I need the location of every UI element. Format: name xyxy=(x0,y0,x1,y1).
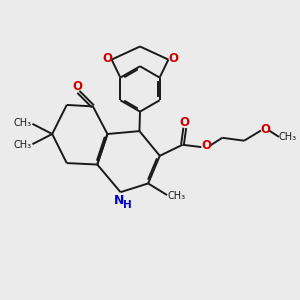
Text: O: O xyxy=(168,52,178,65)
Text: O: O xyxy=(201,140,211,152)
Text: O: O xyxy=(261,123,271,136)
Text: CH₃: CH₃ xyxy=(167,190,185,201)
Text: O: O xyxy=(72,80,82,93)
Text: N: N xyxy=(114,194,124,207)
Text: O: O xyxy=(102,52,112,65)
Text: CH₃: CH₃ xyxy=(279,133,297,142)
Text: H: H xyxy=(123,200,131,210)
Text: CH₃: CH₃ xyxy=(14,140,32,150)
Text: O: O xyxy=(180,116,190,129)
Text: CH₃: CH₃ xyxy=(14,118,32,128)
